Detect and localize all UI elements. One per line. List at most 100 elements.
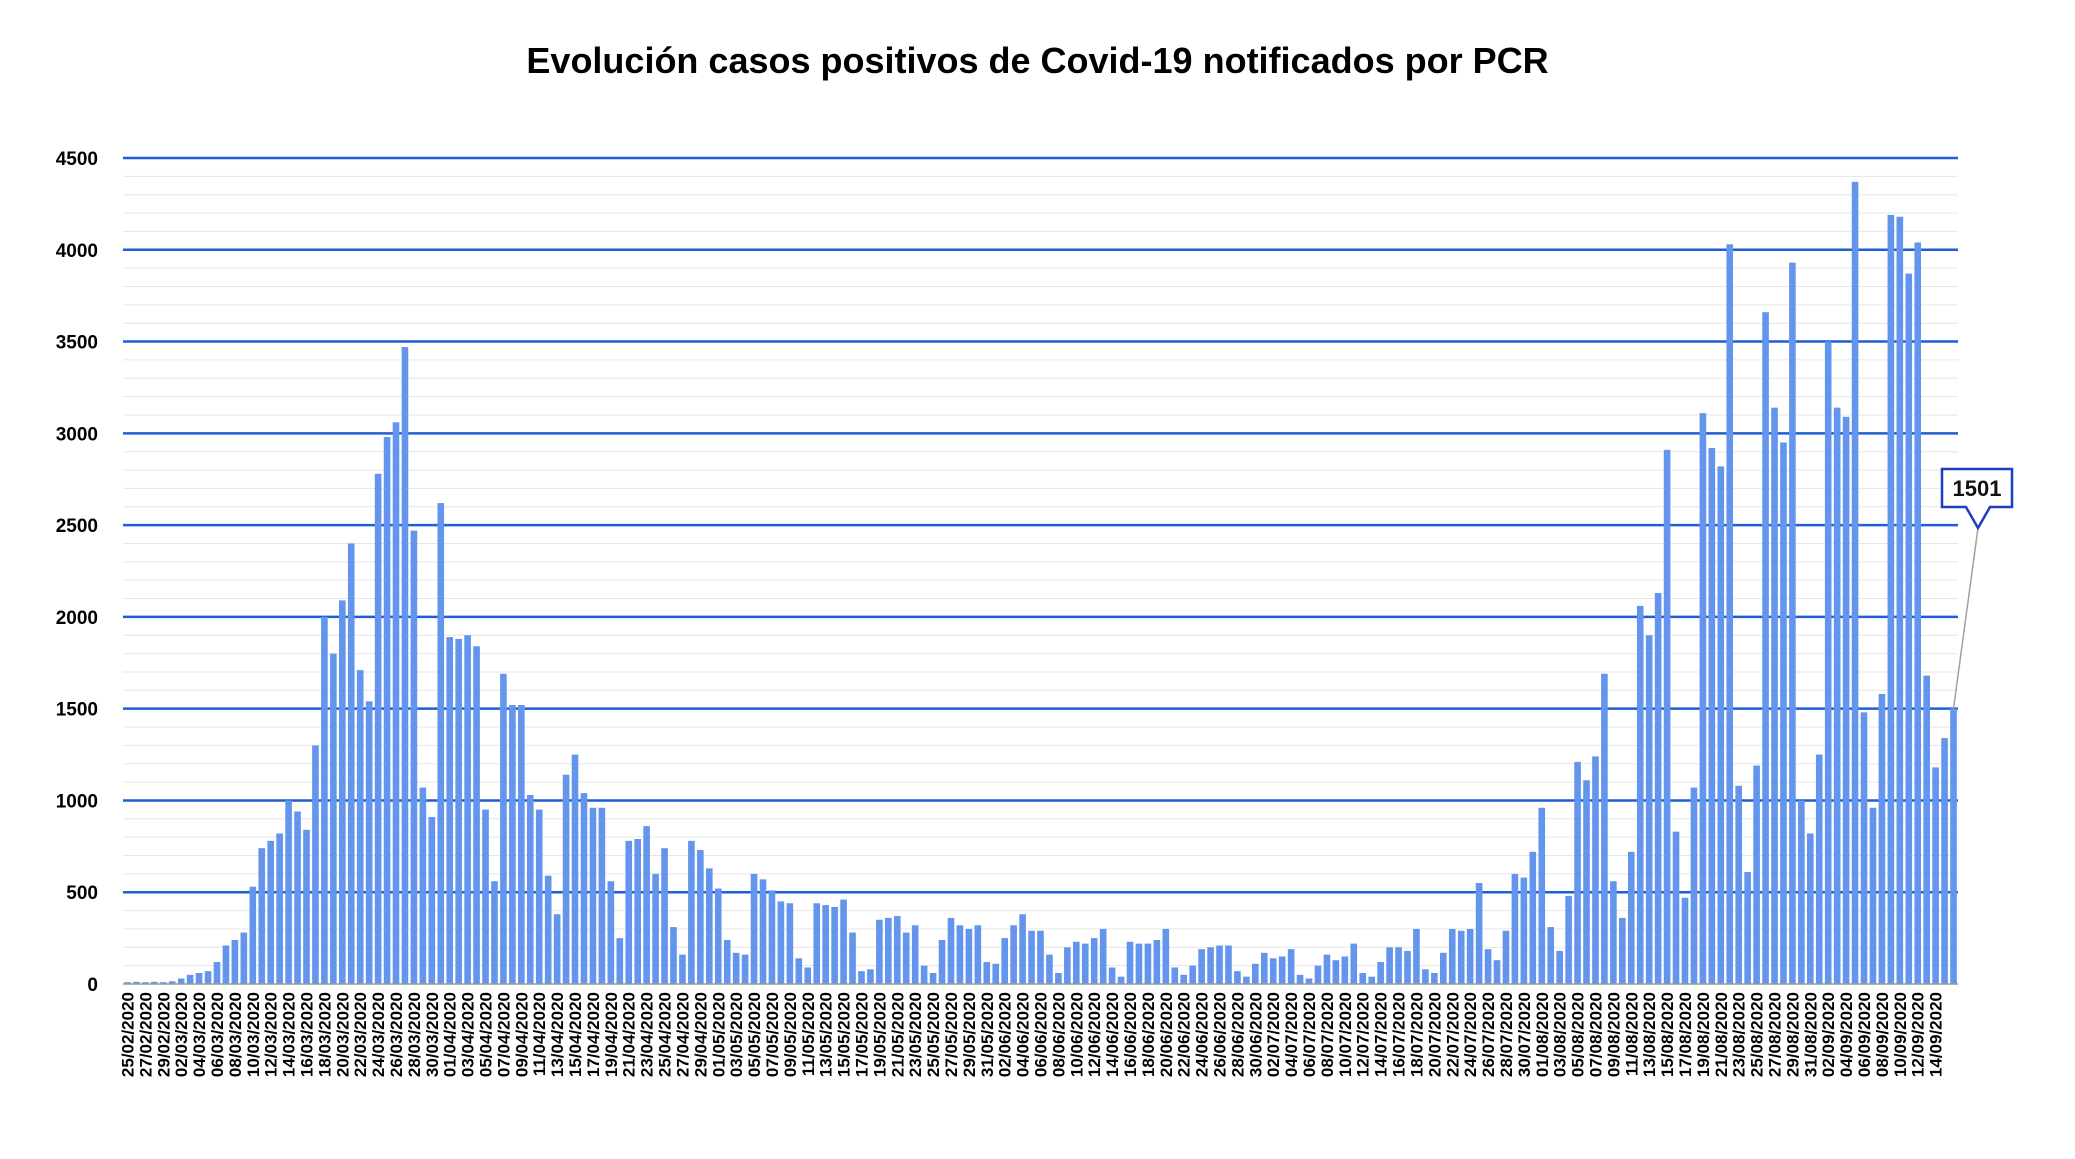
bar xyxy=(526,794,534,984)
bar xyxy=(1941,738,1948,984)
bar xyxy=(777,901,785,984)
x-tick-label: 15/08/2020 xyxy=(1658,992,1677,1077)
bar xyxy=(625,840,633,984)
bar xyxy=(1798,800,1805,984)
y-tick-label: 500 xyxy=(66,883,98,904)
bar xyxy=(1914,242,1922,984)
bar xyxy=(177,978,185,984)
bar xyxy=(1690,787,1698,984)
bar xyxy=(1610,881,1617,984)
x-tick-label: 10/06/2020 xyxy=(1067,992,1086,1077)
bar xyxy=(1225,945,1232,984)
y-tick-label: 2500 xyxy=(56,516,98,537)
bar xyxy=(142,982,149,984)
bar xyxy=(1663,449,1671,985)
x-tick-label: 17/05/2020 xyxy=(852,992,871,1077)
x-tick-label: 06/06/2020 xyxy=(1032,992,1051,1077)
bar xyxy=(1413,928,1420,984)
x-tick-label: 22/06/2020 xyxy=(1175,992,1194,1077)
x-tick-label: 27/08/2020 xyxy=(1766,992,1785,1077)
bar xyxy=(1386,947,1393,984)
bar xyxy=(1314,965,1322,984)
bar xyxy=(1860,712,1868,984)
bar xyxy=(1404,950,1411,984)
x-tick-label: 02/03/2020 xyxy=(172,992,191,1077)
bar xyxy=(1296,974,1304,984)
bar xyxy=(652,873,659,984)
bar xyxy=(312,745,319,984)
bar xyxy=(446,637,454,984)
bar xyxy=(1789,262,1796,984)
x-tick-label: 11/04/2020 xyxy=(530,992,549,1076)
bar xyxy=(1135,943,1143,984)
x-tick-label: 14/03/2020 xyxy=(280,992,299,1077)
bar xyxy=(786,903,794,984)
bar xyxy=(1278,956,1286,984)
bar xyxy=(902,932,910,984)
bar xyxy=(1457,930,1465,984)
bar xyxy=(741,954,749,984)
x-tick-label: 10/03/2020 xyxy=(244,992,263,1077)
bar xyxy=(1171,967,1179,984)
bar xyxy=(1824,341,1832,984)
y-tick-label: 4500 xyxy=(56,149,98,170)
x-tick-label: 26/03/2020 xyxy=(387,992,406,1077)
x-tick-label: 22/07/2020 xyxy=(1443,992,1462,1077)
bar xyxy=(1028,930,1035,984)
bar xyxy=(464,635,471,984)
x-tick-label: 31/05/2020 xyxy=(978,992,997,1077)
bar xyxy=(804,967,812,984)
x-tick-label: 13/05/2020 xyxy=(817,992,836,1077)
bar xyxy=(1905,273,1913,984)
x-tick-label: 04/03/2020 xyxy=(190,992,209,1077)
x-tick-label: 08/09/2020 xyxy=(1873,992,1892,1077)
x-tick-label: 24/07/2020 xyxy=(1461,992,1480,1077)
bar xyxy=(831,906,838,984)
bar xyxy=(1395,947,1402,984)
bar xyxy=(1207,947,1214,984)
x-tick-label: 21/05/2020 xyxy=(888,992,907,1077)
bar xyxy=(535,809,543,984)
bar xyxy=(1108,967,1116,984)
bar xyxy=(607,881,615,984)
bar xyxy=(168,981,176,984)
x-tick-label: 20/03/2020 xyxy=(333,992,352,1077)
x-tick-label: 10/07/2020 xyxy=(1336,992,1355,1077)
bars xyxy=(124,181,1957,985)
bar xyxy=(1556,950,1563,984)
x-tick-label: 07/08/2020 xyxy=(1586,992,1605,1077)
bar xyxy=(1717,466,1725,984)
bar xyxy=(410,530,418,984)
bar xyxy=(965,928,973,984)
bar xyxy=(714,888,722,984)
bar xyxy=(1896,216,1904,985)
x-tick-label: 12/07/2020 xyxy=(1354,992,1373,1077)
bar xyxy=(1072,941,1080,984)
bar xyxy=(1368,976,1375,984)
bar xyxy=(893,916,901,984)
bar xyxy=(1726,244,1734,984)
bar xyxy=(1090,938,1098,984)
x-tick-label: 23/08/2020 xyxy=(1730,992,1749,1077)
bar xyxy=(616,938,624,984)
x-tick-label: 29/05/2020 xyxy=(960,992,979,1077)
x-tick-label: 30/07/2020 xyxy=(1515,992,1534,1077)
bar xyxy=(1439,952,1447,984)
x-tick-label: 14/09/2020 xyxy=(1927,992,1946,1077)
x-axis-tick-labels: 25/02/202027/02/202029/02/202002/03/2020… xyxy=(118,992,1945,1077)
bar xyxy=(1762,312,1769,984)
x-tick-label: 05/04/2020 xyxy=(477,992,496,1077)
bar xyxy=(186,974,194,984)
bar xyxy=(705,868,713,984)
x-tick-label: 29/02/2020 xyxy=(154,992,173,1077)
bar xyxy=(455,638,462,984)
bar xyxy=(1627,851,1635,984)
x-tick-label: 01/08/2020 xyxy=(1533,992,1552,1077)
x-tick-label: 25/04/2020 xyxy=(656,992,675,1077)
bar xyxy=(911,925,919,984)
bar xyxy=(1422,969,1429,984)
bar xyxy=(697,850,704,984)
callout-leader-line xyxy=(1952,527,1979,709)
x-tick-label: 27/05/2020 xyxy=(942,992,961,1077)
x-tick-label: 25/08/2020 xyxy=(1748,992,1767,1077)
